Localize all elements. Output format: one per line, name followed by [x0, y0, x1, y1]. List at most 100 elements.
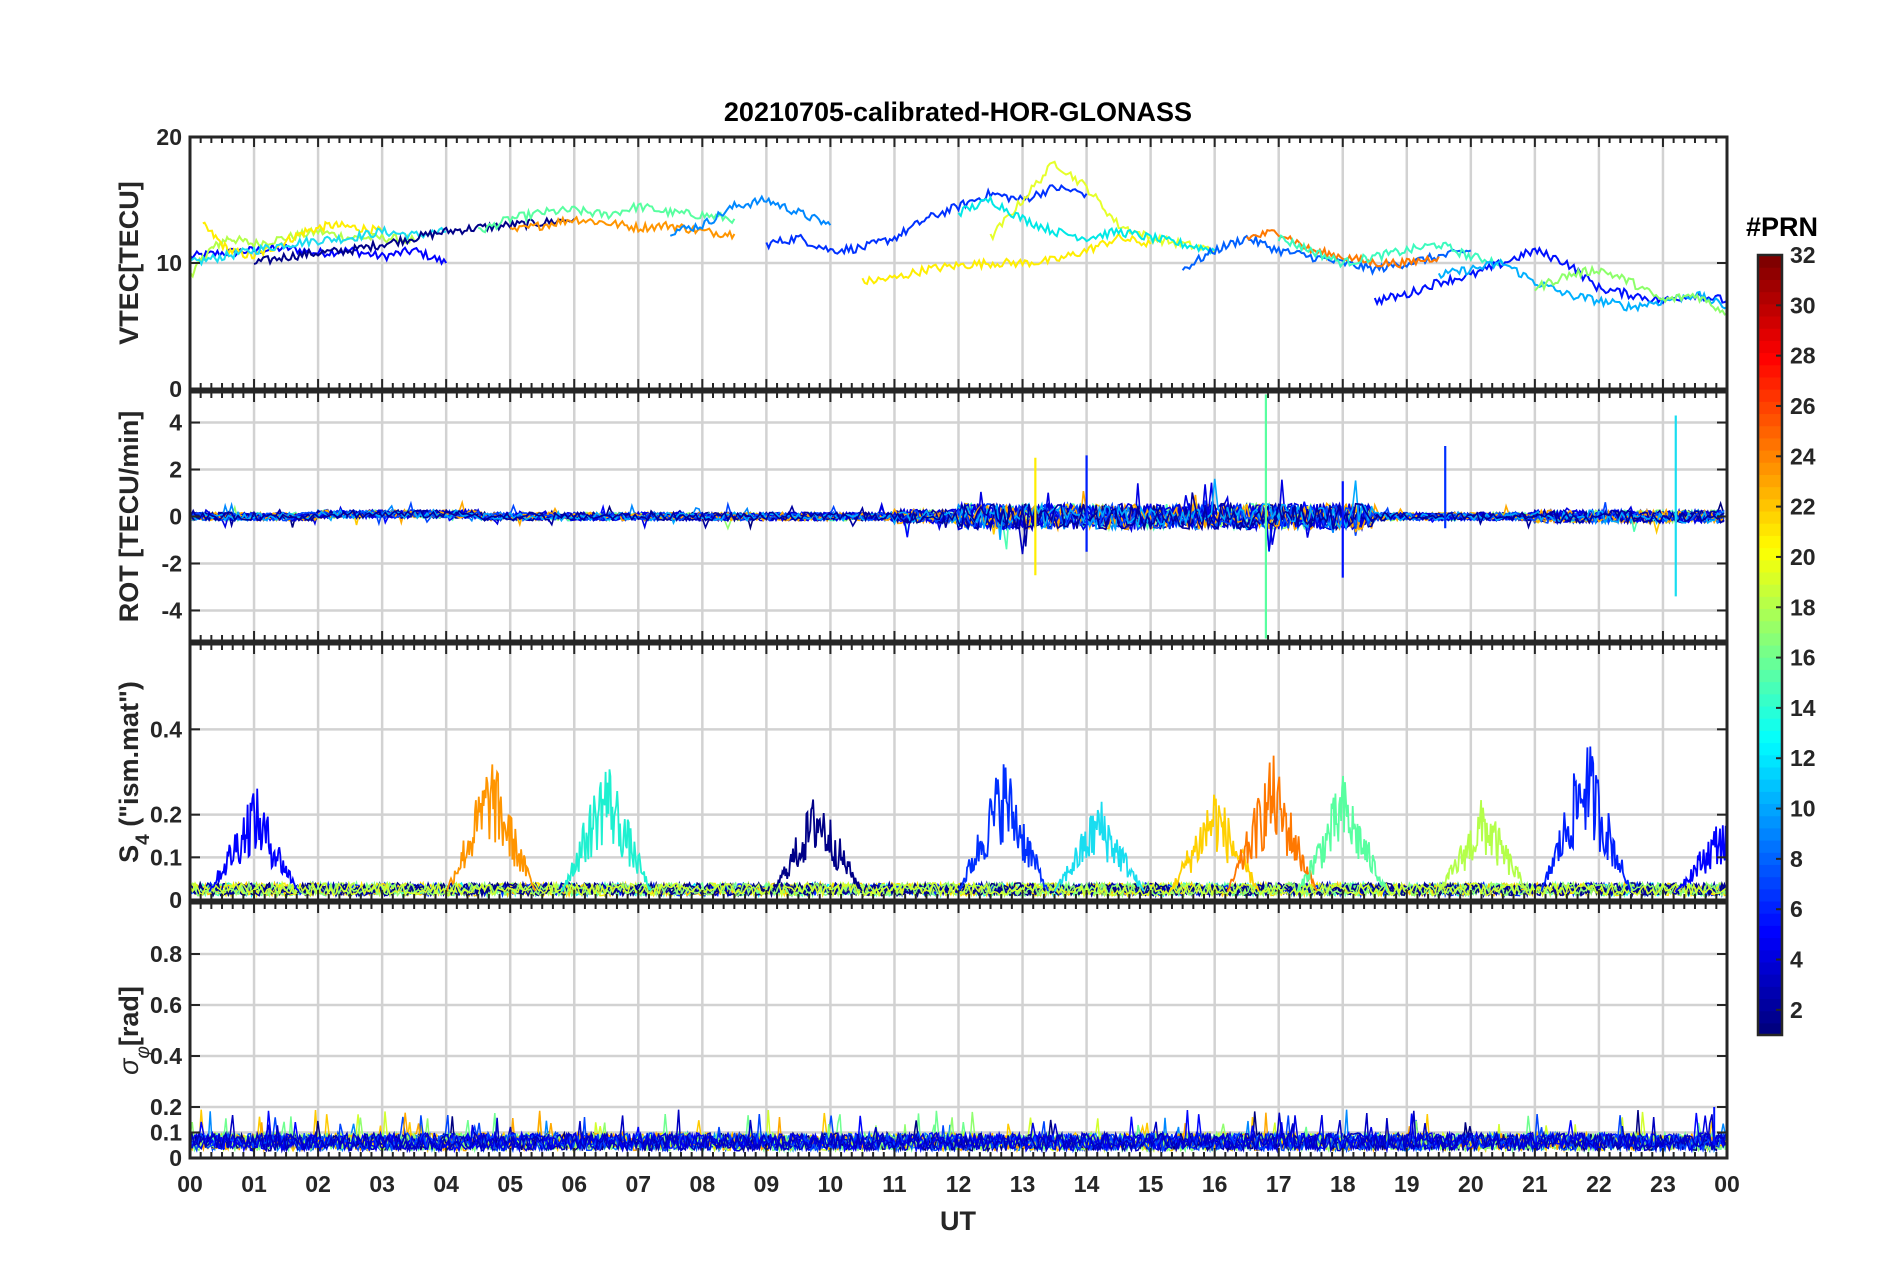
x-tick-labels: 00 01 02 03 04 05 06 07 08 09 10 11 12 13 14 15 16 17 18 19…	[177, 1171, 1740, 1197]
colorbar-swatch	[1758, 876, 1782, 890]
series-line-prn-23	[509, 215, 736, 241]
x-tick-label: 05	[497, 1171, 523, 1197]
series-line-prn-13	[957, 195, 1216, 256]
y-tick-label: 0	[169, 376, 182, 402]
colorbar-swatch	[1758, 352, 1782, 366]
x-tick-label: 09	[754, 1171, 780, 1197]
colorbar-swatch	[1758, 900, 1782, 914]
s4-peak-prn-5	[1540, 746, 1632, 892]
colorbar-swatch	[1758, 949, 1782, 963]
x-tick-label: 16	[1202, 1171, 1228, 1197]
panel-s4: 0 0.1 0.2 0.4S4 ("ism.mat")	[114, 642, 1729, 913]
colorbar-tick-label: 26	[1790, 393, 1816, 419]
series-line-prn-6	[765, 183, 1088, 256]
colorbar-swatch	[1758, 547, 1782, 561]
data-layer	[190, 160, 1727, 316]
colorbar-swatch	[1758, 255, 1782, 268]
colorbar-swatch	[1758, 1010, 1782, 1024]
x-tick-label: 12	[946, 1171, 972, 1197]
s4-peak-prn-18	[1438, 800, 1529, 893]
colorbar-swatch	[1758, 852, 1782, 865]
y-tick-label: 0	[169, 1145, 182, 1171]
colorbar-swatch	[1758, 413, 1782, 427]
colorbar-swatch	[1758, 620, 1782, 634]
colorbar-frame	[1756, 253, 1784, 1037]
colorbar-swatch	[1758, 645, 1782, 658]
colorbar-swatch	[1758, 523, 1782, 536]
panel-rot: -4 -2 0 2 4 ROT [TECU/min]	[114, 390, 1729, 643]
panel-vtec: 0 10 20 VTEC[TECU]	[114, 124, 1729, 402]
colorbar-tick-label: 16	[1790, 645, 1816, 671]
x-tick-label: 00	[1714, 1171, 1740, 1197]
x-tick-label: 10	[818, 1171, 844, 1197]
colorbar-swatch	[1758, 510, 1782, 524]
colorbar-swatch	[1758, 584, 1782, 597]
x-tick-label: 04	[433, 1171, 459, 1197]
colorbar-swatch	[1758, 608, 1782, 622]
colorbar-tick-label: 10	[1790, 796, 1816, 822]
colorbar-tick-label: 24	[1790, 443, 1816, 469]
series-line-prn-17	[1534, 264, 1727, 316]
colorbar-swatch	[1758, 559, 1782, 573]
x-tick-label: 00	[177, 1171, 203, 1197]
colorbar-swatch	[1758, 913, 1782, 926]
colorbar-tick-label: 12	[1790, 745, 1816, 771]
x-ticks	[189, 644, 1728, 900]
x-tick-label: 17	[1266, 1171, 1292, 1197]
x-tick-label: 23	[1650, 1171, 1676, 1197]
colorbar-swatch	[1758, 389, 1782, 402]
y-ticks: 00.10.2 0.4 0.6 0.8	[150, 941, 1727, 1171]
series-line-prn-20	[861, 231, 1152, 286]
colorbar-tick-label: 4	[1790, 947, 1803, 973]
colorbar-swatch	[1758, 462, 1782, 475]
x-tick-label: 02	[305, 1171, 331, 1197]
x-tick-label: 22	[1586, 1171, 1612, 1197]
y-tick-label: -4	[162, 597, 183, 623]
colorbar-tick-label: 8	[1790, 846, 1803, 872]
x-tick-label: 19	[1394, 1171, 1420, 1197]
colorbar-swatch	[1758, 742, 1782, 756]
s4-peak-prn-24	[1226, 755, 1318, 892]
y-tick-label: 2	[169, 457, 182, 483]
colorbar-swatch	[1758, 791, 1782, 805]
colorbar-tick-label: 32	[1790, 242, 1816, 268]
colorbar-swatch	[1758, 632, 1782, 646]
colorbar-swatch	[1758, 705, 1782, 719]
y-axis-label-vtec: VTEC[TECU]	[114, 181, 144, 345]
colorbar-tick-label: 6	[1790, 896, 1803, 922]
colorbar-swatch	[1758, 571, 1782, 585]
s4-peak-prn-3	[208, 788, 300, 893]
colorbar-swatch	[1758, 681, 1782, 695]
colorbar-swatch	[1758, 474, 1782, 488]
y-tick-label: 0.2	[150, 1094, 182, 1120]
y-tick-label: 0.2	[150, 802, 182, 828]
x-tick-label: 07	[625, 1171, 651, 1197]
colorbar-swatch	[1758, 937, 1782, 951]
colorbar-swatch	[1758, 279, 1782, 293]
colorbar-swatch	[1758, 425, 1782, 439]
x-ticks	[189, 137, 1728, 389]
x-ticks	[189, 392, 1728, 641]
y-tick-label: 10	[156, 250, 182, 276]
colorbar-swatch	[1758, 486, 1782, 500]
colorbar-swatch	[1758, 535, 1782, 549]
x-tick-label: 08	[690, 1171, 716, 1197]
s4-peak-prn-14	[560, 769, 652, 892]
y-ticks: 0 0.1 0.2 0.4	[150, 716, 1727, 913]
x-tick-label: 21	[1522, 1171, 1548, 1197]
colorbar-swatch	[1758, 693, 1782, 707]
colorbar-tick-label: 18	[1790, 594, 1816, 620]
x-tick-label: 14	[1074, 1171, 1100, 1197]
panel-sigma_phi: 00.10.2 0.4 0.6 0.8 σφ[rad]	[114, 901, 1729, 1171]
s4-peak-prn-12	[1053, 801, 1145, 893]
y-ticks: 0 10 20	[156, 124, 1727, 402]
colorbar-swatch	[1758, 925, 1782, 939]
y-tick-label: 0.6	[150, 992, 182, 1018]
colorbar-swatch	[1758, 267, 1782, 280]
x-tick-label: 13	[1010, 1171, 1036, 1197]
x-tick-label: 15	[1138, 1171, 1164, 1197]
series-line-prn-12	[190, 225, 447, 267]
colorbar-swatch	[1758, 1022, 1782, 1036]
